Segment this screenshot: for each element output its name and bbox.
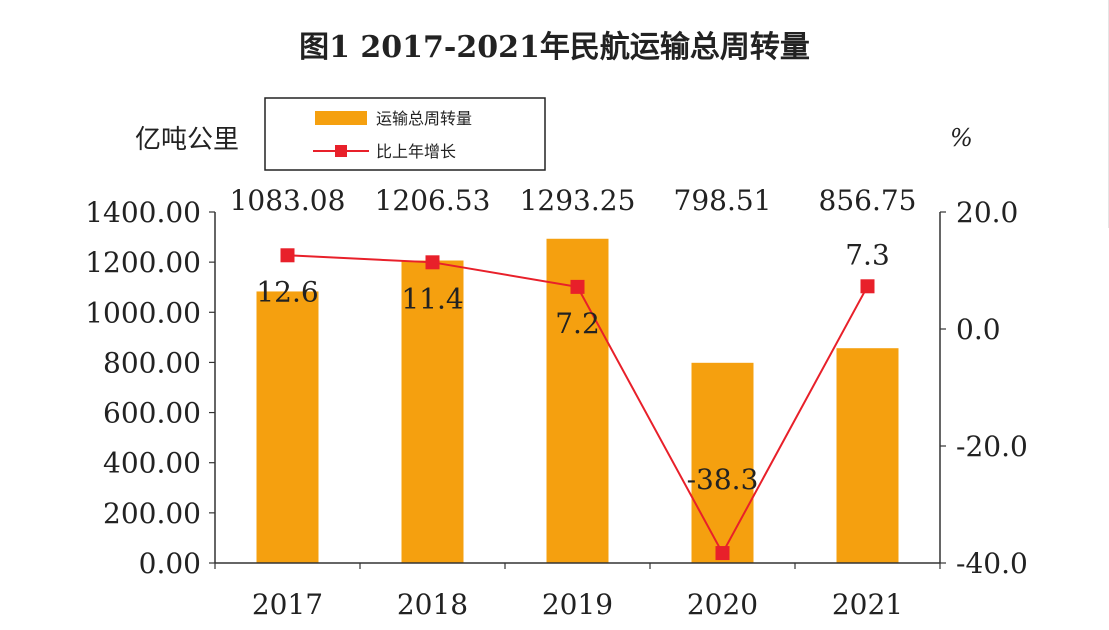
bar-value-label: 1083.08 xyxy=(230,184,346,217)
x-tick-label: 2018 xyxy=(397,588,468,621)
line-value-label: 12.6 xyxy=(256,275,318,308)
bar-value-label: 1206.53 xyxy=(375,184,491,217)
y-left-tick-label: 1000.00 xyxy=(85,296,201,329)
growth-point-2021 xyxy=(860,279,875,294)
y-right-tick-label: 20.0 xyxy=(956,196,1018,229)
x-tick-label: 2019 xyxy=(542,588,613,621)
line-value-label: 7.3 xyxy=(845,238,890,271)
legend-line-marker xyxy=(335,145,347,157)
growth-point-2018 xyxy=(425,255,440,270)
y-right-tick-label: 0.0 xyxy=(956,313,1001,346)
y-left-tick-label: 400.00 xyxy=(103,447,201,480)
bar-2021 xyxy=(836,348,899,563)
y-left-tick-label: 800.00 xyxy=(103,346,201,379)
bar-value-label: 856.75 xyxy=(819,184,917,217)
x-tick-label: 2021 xyxy=(832,588,903,621)
y-left-tick-label: 0.00 xyxy=(139,547,201,580)
y-left-unit-label: 亿吨公里 xyxy=(135,125,239,155)
chart-title: 图1 2017-2021年民航运输总周转量 xyxy=(299,30,810,65)
legend-bar-label: 运输总周转量 xyxy=(376,109,472,128)
x-tick-label: 2020 xyxy=(687,588,758,621)
bar-2020 xyxy=(691,362,754,563)
legend-bar-swatch xyxy=(315,111,367,125)
bar-value-label: 798.51 xyxy=(674,184,772,217)
growth-point-2020 xyxy=(715,546,730,561)
legend-box xyxy=(264,97,546,171)
y-right-tick-label: -40.0 xyxy=(956,547,1028,580)
y-left-tick-label: 1400.00 xyxy=(85,196,201,229)
growth-point-2017 xyxy=(280,248,295,263)
bar-value-label: 1293.25 xyxy=(520,184,636,217)
bar-2018 xyxy=(401,260,464,563)
y-left-tick-label: 600.00 xyxy=(103,397,201,430)
y-left-tick-label: 1200.00 xyxy=(85,246,201,279)
line-value-label: 7.2 xyxy=(555,307,600,340)
growth-point-2019 xyxy=(570,279,585,294)
y-left-tick-label: 200.00 xyxy=(103,497,201,530)
y-right-unit-label: % xyxy=(950,124,973,152)
x-tick-label: 2017 xyxy=(252,588,323,621)
bar-2017 xyxy=(256,291,319,563)
y-right-tick-label: -20.0 xyxy=(956,430,1028,463)
legend-line-label: 比上年增长 xyxy=(376,142,456,161)
line-value-label: -38.3 xyxy=(687,463,759,496)
line-value-label: 11.4 xyxy=(401,282,463,315)
